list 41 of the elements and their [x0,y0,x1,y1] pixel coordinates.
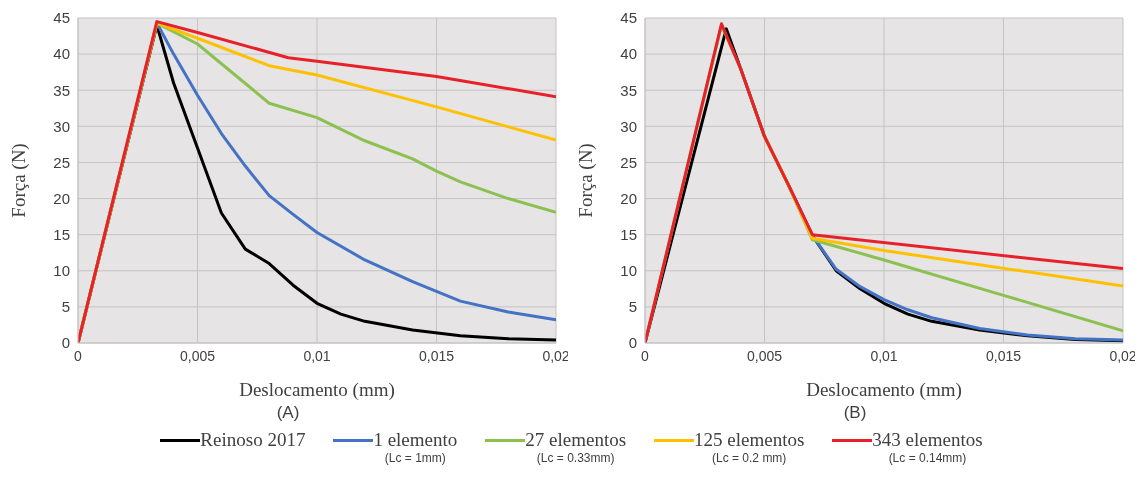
x-tick-label: 0 [641,347,650,364]
y-tick-label: 35 [53,81,70,99]
y-tick-label: 40 [620,45,637,63]
y-tick-label: 45 [620,9,637,27]
y-tick-label: 20 [620,189,637,207]
x-tick-label: 0,01 [870,347,898,364]
y-tick-label: 10 [53,262,70,280]
x-tick-label: 0,02 [1109,347,1137,364]
x-tick-label: 0,01 [303,347,331,364]
y-tick-label: 30 [53,117,70,135]
y-tick-label: 35 [620,81,637,99]
x-tick-label: 0,015 [985,347,1022,364]
y-axis-title: Força (N) [574,143,597,218]
y-tick-label: 25 [53,153,70,171]
legend-label: Reinoso 2017 [200,429,306,451]
legend-label: 27 elementos (Lc = 0.33mm) [525,429,627,465]
x-axis-title: Deslocamento (mm) [806,379,962,401]
x-tick-label: 0,005 [179,347,216,364]
legend-label: 125 elementos (Lc = 0.2 mm) [694,429,805,465]
y-tick-label: 0 [628,334,637,352]
legend-label: 1 elemento (Lc = 1mm) [373,429,458,465]
y-tick-label: 30 [620,117,637,135]
y-axis-title: Força (N) [7,143,30,218]
y-tick-label: 15 [620,225,637,243]
y-tick-label: 40 [53,45,70,63]
text: (A) [276,403,300,423]
y-tick-label: 15 [53,225,70,243]
x-axis-title: Deslocamento (mm) [239,379,395,401]
legend-label: 343 elementos (Lc = 0.14mm) [872,429,983,465]
y-tick-label: 5 [61,298,70,316]
y-tick-label: 25 [620,153,637,171]
y-tick-label: 5 [628,298,637,316]
x-tick-label: 0,02 [542,347,570,364]
y-tick-label: 45 [53,9,70,27]
y-tick-label: 10 [620,262,637,280]
x-tick-label: 0 [74,347,83,364]
y-tick-label: 20 [53,189,70,207]
y-tick-label: 0 [61,334,70,352]
x-tick-label: 0,015 [418,347,455,364]
x-tick-label: 0,005 [746,347,783,364]
text: (B) [843,403,867,423]
